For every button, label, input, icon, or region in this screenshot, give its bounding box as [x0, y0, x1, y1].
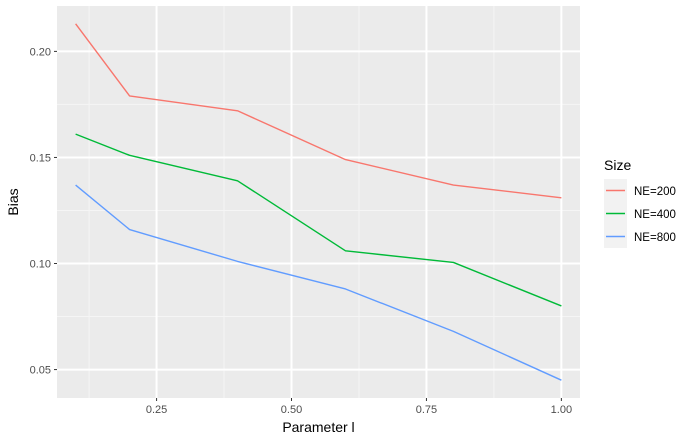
x-axis: 0.25 0.50 0.75 1.00 — [146, 398, 572, 416]
legend-label: NE=800 — [634, 232, 676, 244]
legend-label: NE=400 — [634, 209, 676, 221]
minor-gridlines — [57, 6, 580, 398]
y-axis: 0.05 0.10 0.15 0.20 — [30, 46, 57, 377]
series-lines — [75, 23, 562, 381]
y-tick-label: 0.15 — [30, 152, 51, 164]
x-tick-label: 0.75 — [416, 404, 437, 416]
legend-title: Size — [604, 157, 631, 173]
series-line-ne-400 — [75, 133, 562, 307]
legend-label: NE=200 — [634, 186, 676, 198]
legend: Size NE=200 NE=400 NE=800 — [604, 157, 676, 248]
x-tick-label: 0.25 — [146, 404, 167, 416]
y-axis-title: Bias — [5, 188, 21, 215]
x-tick-label: 0.50 — [281, 404, 302, 416]
x-tick-label: 1.00 — [551, 404, 572, 416]
x-axis-title: Parameter l — [282, 419, 354, 435]
y-tick-label: 0.10 — [30, 259, 51, 271]
major-gridlines — [57, 6, 580, 398]
series-line-ne-200 — [75, 23, 562, 199]
y-tick-label: 0.20 — [30, 46, 51, 58]
y-tick-label: 0.05 — [30, 365, 51, 377]
series-line-ne-800 — [75, 184, 562, 381]
plot-panel — [57, 6, 580, 398]
